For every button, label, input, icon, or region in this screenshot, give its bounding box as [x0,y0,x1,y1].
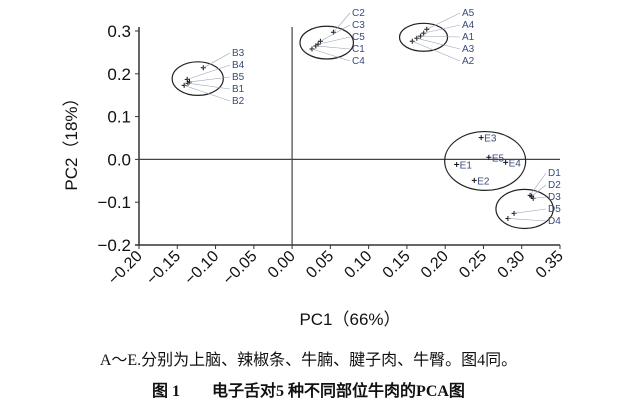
point-marker [486,154,492,160]
y-tick-label: 0.0 [107,150,131,169]
x-tick-label: 0.00 [265,248,299,282]
x-tick-label: 0.15 [380,248,414,282]
x-tick-label: 0.35 [533,248,567,282]
group-ellipse-D [495,188,554,230]
y-tick-label: −0.2 [97,236,131,255]
point-marker [471,177,477,183]
point-label: D4 [548,216,561,227]
point-label: A3 [462,44,475,55]
point-label: D3 [548,192,561,203]
label-leader-line [333,12,351,33]
point-label: B2 [232,96,245,107]
point-label: D5 [548,204,561,215]
point-label: E2 [477,176,490,187]
label-leader-line [416,37,461,50]
point-label: E5 [492,153,505,164]
x-tick-label: −0.05 [220,248,261,289]
point-label: B4 [232,60,245,71]
label-leader-line [507,218,547,222]
y-tick-label: 0.2 [107,65,131,84]
label-leader-line [187,82,231,90]
x-axis-label: PC1（66%） [299,310,400,329]
point-label: B3 [232,48,245,59]
point-label: C5 [352,32,365,43]
point-label: E3 [484,134,497,145]
point-label: A5 [462,8,475,19]
label-leader-line [531,184,547,197]
point-marker [478,135,484,141]
point-label: B5 [232,72,245,83]
x-tick-label: 0.20 [418,248,452,282]
x-tick-label: 0.05 [303,248,337,282]
group-ellipse-E [444,130,527,191]
x-tick-label: −0.15 [143,248,184,289]
point-label: A2 [462,56,475,67]
label-leader-line [412,40,461,62]
point-label: E4 [509,158,522,169]
point-label: C2 [352,8,365,19]
point-label: C1 [352,44,365,55]
label-leader-line [426,12,461,30]
label-leader-line [514,208,547,214]
x-tick-label: 0.10 [341,248,375,282]
group-ellipse-A [398,22,449,52]
y-tick-label: −0.1 [97,193,131,212]
point-label: C4 [352,56,365,67]
point-label: D1 [548,168,561,179]
point-label: C3 [352,20,365,31]
point-label: A4 [462,20,475,31]
point-label: D2 [548,180,561,191]
x-tick-label: 0.30 [495,248,529,282]
y-tick-label: 0.3 [107,22,131,41]
point-marker [503,159,509,165]
pca-chart: −0.20−0.15−0.10−0.05 0.00 0.05 0.10 0.15 0.20… [62,8,567,329]
point-label: A1 [462,32,475,43]
label-leader-line [187,64,231,80]
label-leader-line [533,196,547,199]
point-label: E1 [460,161,473,172]
x-tick-label: −0.10 [182,248,223,289]
label-leader-line [189,76,231,83]
point-marker [409,38,415,44]
y-axis-label: PC2（18%） [62,89,81,190]
label-leader-line [203,52,231,69]
group-ellipse-C [299,25,355,60]
label-leader-line [318,36,351,45]
figure-title: 图 1 电子舌对5 种不同部位牛肉的PCA图 [152,383,465,400]
label-leader-line [311,48,351,62]
figure-note: A～E.分别为上脑、辣椒条、牛腩、腱子肉、牛臀。图4同。 [99,352,518,369]
point-marker [421,30,427,36]
point-marker [200,65,206,71]
label-leader-line [315,45,351,50]
y-tick-label: 0.1 [107,108,131,127]
label-leader-line [529,172,547,196]
label-leader-line [320,24,351,42]
point-marker [454,162,460,168]
point-label: B1 [232,84,245,95]
group-ellipse-B [171,61,224,96]
label-leader-line [420,35,461,38]
label-leader-line [423,24,461,34]
x-tick-label: 0.25 [456,248,490,282]
label-leader-line [184,85,231,102]
